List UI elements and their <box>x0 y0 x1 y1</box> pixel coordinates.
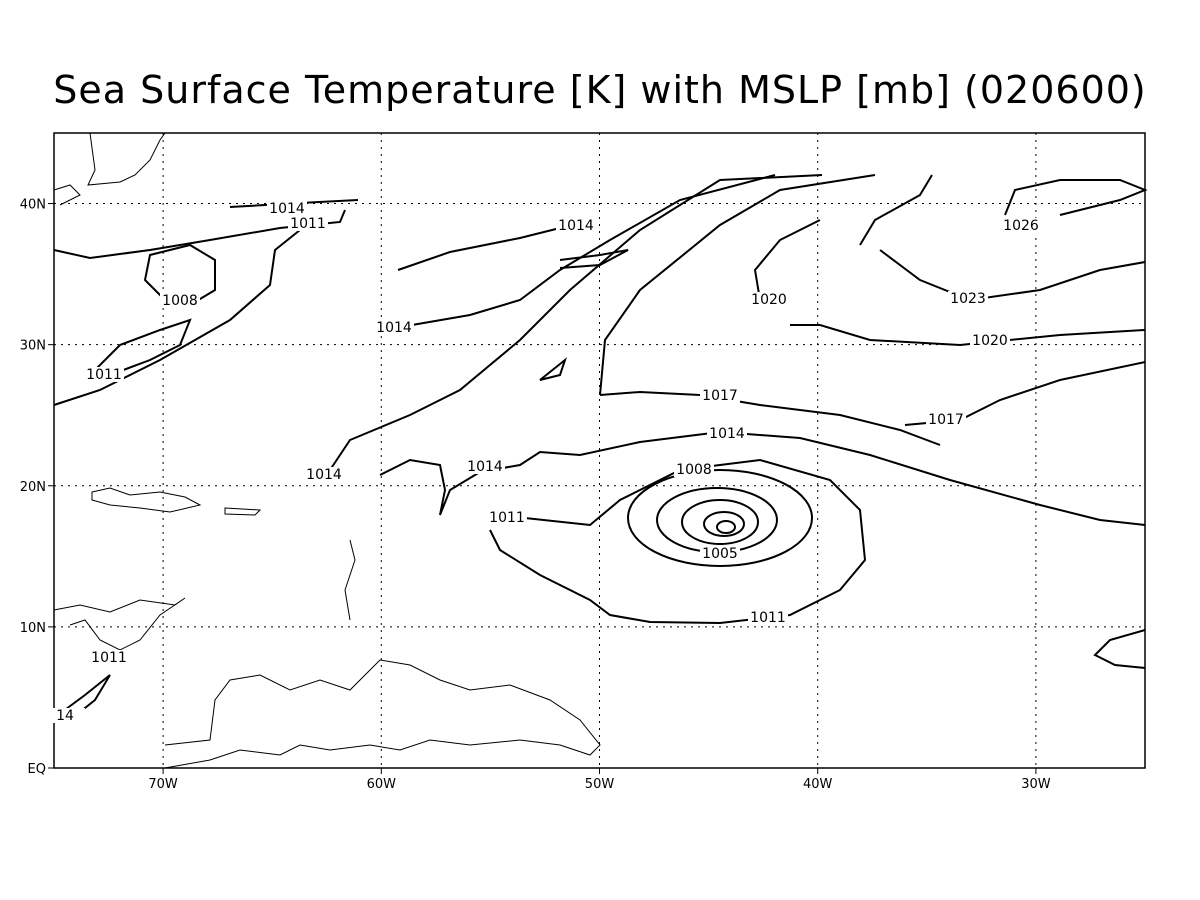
contour-label: 1005 <box>702 546 738 562</box>
label-backing <box>970 333 1010 348</box>
contour-label: 1017 <box>702 388 738 404</box>
x-tick-label: 60W <box>367 777 397 792</box>
label-backing <box>948 291 988 306</box>
contour-label: 1011 <box>750 610 786 626</box>
label-backing <box>84 367 124 382</box>
contour-label: 14 <box>56 708 74 724</box>
contour-label: 1014 <box>467 459 503 475</box>
isobar <box>397 227 629 271</box>
map-title: Sea Surface Temperature [K] with MSLP [m… <box>53 68 1147 112</box>
contour-label: 1026 <box>1003 218 1039 234</box>
coastline <box>53 184 81 206</box>
contour-label: 1011 <box>290 216 326 232</box>
isobar <box>681 499 759 545</box>
contour-label: 1008 <box>162 293 198 309</box>
coastline <box>91 487 202 513</box>
y-tick-label: 30N <box>20 339 46 354</box>
label-backing <box>487 510 527 525</box>
isobar <box>599 390 941 446</box>
label-backing <box>304 467 344 482</box>
x-tick-label: 50W <box>585 777 615 792</box>
label-backing <box>374 320 414 335</box>
contour-label: 1011 <box>86 367 122 383</box>
label-backing <box>748 610 788 625</box>
contour-label: 1020 <box>972 333 1008 349</box>
isobar <box>53 229 301 406</box>
isobar <box>1004 179 1148 216</box>
label-backing <box>288 216 328 231</box>
label-backing <box>89 650 129 665</box>
contour-label: 1011 <box>489 510 525 526</box>
isobar <box>753 219 1146 347</box>
label-backing <box>160 293 200 308</box>
label-backing <box>700 388 740 403</box>
contour-label: 1014 <box>376 320 412 336</box>
contour-label: 1014 <box>306 467 342 483</box>
x-tick-label: 30W <box>1021 777 1051 792</box>
y-tick-label: 40N <box>20 198 46 213</box>
label-backing <box>700 546 740 561</box>
coastline <box>53 597 186 651</box>
label-backing <box>707 426 747 441</box>
contour-label: 1014 <box>558 218 594 234</box>
isobar <box>627 469 813 567</box>
isobar <box>411 174 776 326</box>
isobar <box>379 430 1146 526</box>
label-backing <box>267 201 307 216</box>
label-backing <box>465 459 505 474</box>
isobar <box>599 174 876 396</box>
coastline <box>344 539 356 621</box>
coastlines <box>53 132 601 769</box>
coastline <box>87 132 166 186</box>
contour-label: 1014 <box>709 426 745 442</box>
label-backing <box>749 292 789 307</box>
grid: 70W 60W 50W 40W 30W EQ 10N 20N 30N 40N <box>20 133 1145 792</box>
contour-label: 1020 <box>751 292 787 308</box>
coastline <box>164 659 601 769</box>
isobar <box>716 520 736 534</box>
label-backing <box>1001 218 1041 233</box>
y-tick-label: 20N <box>20 480 46 495</box>
isobar <box>84 318 192 381</box>
label-backing <box>674 462 714 477</box>
isobar <box>57 674 111 721</box>
contour-label: 1008 <box>676 462 712 478</box>
label-backing <box>45 708 85 723</box>
isobar <box>859 174 1146 302</box>
coastline <box>224 507 262 516</box>
isobar <box>329 174 823 471</box>
isobar <box>1093 629 1146 669</box>
y-tick-label: 10N <box>20 621 46 636</box>
contour-label: 1011 <box>91 650 127 666</box>
y-tick-label: EQ <box>28 762 46 777</box>
label-backing <box>556 218 596 233</box>
x-tick-label: 70W <box>148 777 178 792</box>
map-frame <box>53 132 1146 769</box>
label-backing <box>926 412 966 427</box>
contour-label: 1017 <box>928 412 964 428</box>
contour-label: 1014 <box>269 201 305 217</box>
isobar <box>53 209 346 260</box>
isobars <box>53 174 1148 721</box>
isobar <box>703 511 745 537</box>
isobar <box>539 357 568 381</box>
x-tick-label: 40W <box>803 777 833 792</box>
contour-label: 1023 <box>950 291 986 307</box>
isobar <box>489 458 867 625</box>
isobar <box>143 243 216 303</box>
